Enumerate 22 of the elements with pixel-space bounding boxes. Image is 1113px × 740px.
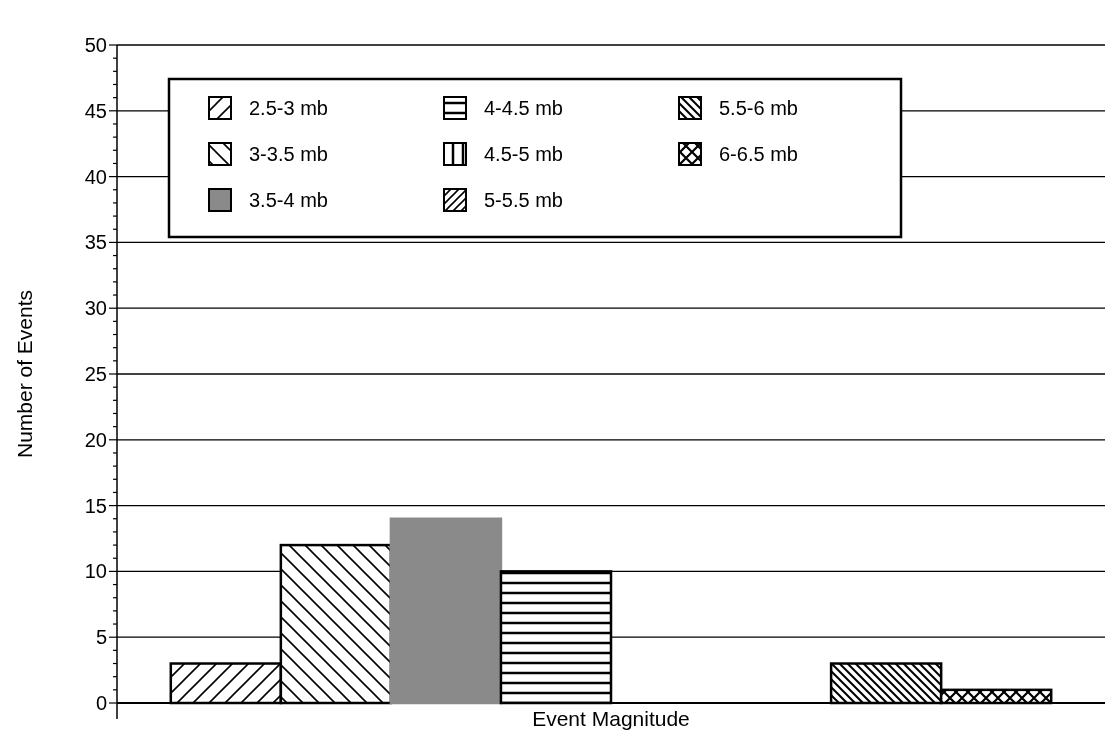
y-tick-label: 45 xyxy=(84,99,107,122)
bar xyxy=(389,517,503,705)
y-tick-label: 35 xyxy=(84,231,107,254)
y-tick-label: 5 xyxy=(95,626,107,649)
y-tick-label: 50 xyxy=(84,34,107,56)
y-tick-label: 25 xyxy=(84,363,107,385)
y-tick-label: 15 xyxy=(84,494,107,517)
legend-label: 6-6.5 mb xyxy=(719,143,798,165)
legend-label: 4-4.5 mb xyxy=(484,97,563,119)
legend-label: 5-5.5 mb xyxy=(484,189,563,211)
y-tick-label: 20 xyxy=(84,428,107,451)
y-tick-label: 40 xyxy=(84,165,107,188)
legend-label: 5.5-6 mb xyxy=(719,97,798,119)
legend-label: 4.5-5 mb xyxy=(484,143,563,165)
y-axis-title: Number of Events xyxy=(13,289,36,459)
y-tick-label: 0 xyxy=(95,692,107,714)
y-tick-label: 30 xyxy=(84,297,107,320)
legend-label: 3.5-4 mb xyxy=(249,189,328,211)
legend-label: 2.5-3 mb xyxy=(249,97,328,119)
legend-label: 3-3.5 mb xyxy=(249,143,328,165)
x-axis-title: Event Magnitude xyxy=(532,707,690,730)
y-tick-label: 10 xyxy=(84,560,107,583)
